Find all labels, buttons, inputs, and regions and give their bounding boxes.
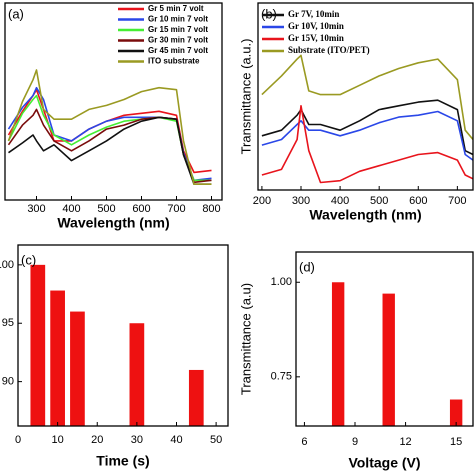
x-tick-label: 6 [301,436,307,448]
x-tick-label: 700 [167,203,185,215]
x-axis-label: Time (s) [96,453,149,469]
legend-label: Gr 30 min 7 volt [148,36,208,45]
legend-label: Gr 7V, 10min [288,9,339,19]
x-tick-label: 800 [202,203,220,215]
x-tick-label: 200 [253,195,271,207]
bar [382,293,395,426]
x-axis-label: Voltage (V) [348,455,420,471]
y-tick-label: 90 [2,376,14,388]
axes-frame [257,2,474,191]
bar [331,282,345,426]
x-axis-label: Wavelength (nm) [309,207,421,223]
x-tick-label: 9 [352,436,358,448]
x-tick-label: 30 [131,434,143,446]
bar [188,369,204,426]
y-tick-label: 0.75 [271,371,292,383]
legend-label: Gr 10 min 7 volt [148,15,208,24]
y-axis-label: Transmittance (a.u.) [238,39,253,155]
y-tick-label: 100 [0,259,14,271]
x-tick-label: 700 [448,195,466,207]
y-axis-label: Transmittance (a.u) [238,283,253,395]
legend-label: Substrate (ITO/PET) [288,45,370,55]
axes-frame [17,244,229,427]
x-tick-label: 15 [450,436,462,448]
x-tick-label: 500 [370,195,388,207]
panel: 200 300 400 500 600 700 Wavelength (nm) Transmi… [238,2,474,223]
series-line [261,105,474,184]
bar [129,323,145,426]
x-tick-label: 300 [292,195,310,207]
x-tick-label: 50 [210,434,222,446]
x-tick-label: 600 [409,195,427,207]
x-tick-label: 600 [132,203,150,215]
x-tick-label: 400 [62,203,80,215]
panel: 6 9 12 15 0.75 1.00 Voltage (V) Transmittance (… [238,251,474,471]
x-tick-label: 500 [97,203,115,215]
y-tick-label: 1.00 [271,276,292,288]
legend-label: Gr 10V, 10min [288,21,344,31]
series-line [261,54,474,141]
x-tick-label: 10 [51,434,63,446]
legend-label: Gr 45 min 7 volt [148,46,208,55]
bar [449,399,463,426]
legend-label: Gr 5 min 7 volt [148,4,204,13]
panel-label: (d) [299,259,315,274]
legend-label: Gr 15V, 10min [288,33,344,43]
panel: 0 10 20 30 40 50 90 95 100 Time (s) (c) [0,244,229,469]
x-tick-label: 40 [170,434,182,446]
x-tick-label: 300 [27,203,45,215]
axes-frame [295,251,474,427]
series-line [7,69,212,185]
panel: 300 400 500 600 700 800 Wavelength (nm) (a) Gr 5… [4,2,223,231]
bar [70,311,85,426]
series-line [8,116,212,185]
panel-label: (a) [8,6,24,21]
axes-frame [4,2,223,201]
x-axis-label: Wavelength (nm) [57,215,169,231]
legend-label: Gr 15 min 7 volt [148,25,208,34]
series-line [261,99,474,156]
bar [30,264,46,426]
legend-label: ITO substrate [148,57,200,66]
y-tick-label: 95 [2,317,14,329]
x-tick-label: 400 [331,195,349,207]
bar [50,290,65,426]
panel-label: (c) [21,252,36,267]
x-tick-label: 12 [399,436,411,448]
x-tick-label: 0 [15,434,21,446]
x-tick-label: 20 [91,434,103,446]
